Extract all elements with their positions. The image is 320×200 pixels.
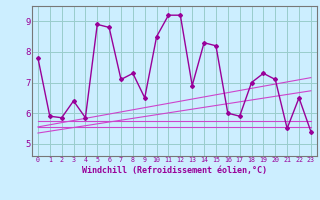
X-axis label: Windchill (Refroidissement éolien,°C): Windchill (Refroidissement éolien,°C) bbox=[82, 166, 267, 175]
